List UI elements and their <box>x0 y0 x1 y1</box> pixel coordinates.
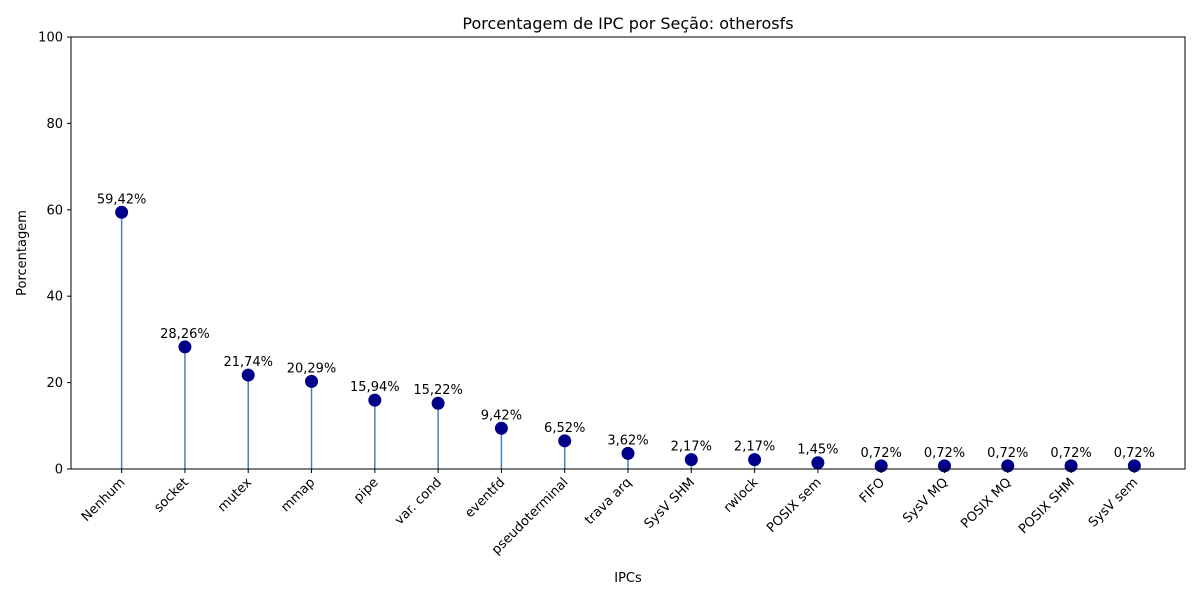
stems-layer <box>120 212 1136 469</box>
x-tick-label: pipe <box>351 475 381 505</box>
y-axis-title: Porcentagem <box>15 210 30 296</box>
lollipop-marker <box>178 340 192 354</box>
value-label: 28,26% <box>160 327 210 342</box>
x-tick-label: POSIX MQ <box>958 475 1014 531</box>
value-label: 20,29% <box>287 361 337 376</box>
y-axis: 0 20 40 60 80 100 <box>38 31 71 478</box>
x-tick-label: Nenhum <box>79 475 129 525</box>
lollipop-marker <box>684 453 698 467</box>
x-tick-label: rwlock <box>721 475 762 516</box>
y-tick-label: 40 <box>46 290 63 305</box>
y-tick-label: 20 <box>46 376 63 391</box>
lollipop-marker <box>494 421 508 435</box>
x-tick-label: POSIX SHM <box>1016 475 1078 537</box>
value-label: 0,72% <box>861 446 902 461</box>
lollipop-marker <box>431 396 445 410</box>
value-label: 2,17% <box>734 440 775 455</box>
lollipop-marker <box>748 453 762 467</box>
lollipop-marker <box>621 446 635 460</box>
value-label: 3,62% <box>607 433 648 448</box>
value-label: 0,72% <box>924 446 965 461</box>
value-label: 15,94% <box>350 380 400 395</box>
value-label: 0,72% <box>987 446 1028 461</box>
x-tick-label: socket <box>151 475 191 515</box>
value-label: 0,72% <box>1050 446 1091 461</box>
x-tick-label: var. cond <box>392 475 445 528</box>
lollipop-marker <box>811 456 825 470</box>
value-label: 15,22% <box>413 383 463 398</box>
value-label: 21,74% <box>223 355 273 370</box>
value-label: 0,72% <box>1114 446 1155 461</box>
x-axis: Nenhum socket mutex mmap pipe var. cond eventf… <box>79 469 1141 558</box>
lollipop-marker <box>368 393 382 407</box>
y-tick-label: 0 <box>55 463 63 478</box>
lollipop-marker <box>305 374 319 388</box>
y-tick-label: 100 <box>38 31 63 46</box>
y-tick-label: 80 <box>46 117 63 132</box>
x-tick-label: FIFO <box>857 475 888 506</box>
value-label: 6,52% <box>544 421 585 436</box>
value-label: 2,17% <box>671 440 712 455</box>
value-label: 59,42% <box>97 192 147 207</box>
x-tick-label: SysV SHM <box>642 475 699 532</box>
lollipop-marker <box>241 368 255 382</box>
chart-title: Porcentagem de IPC por Seção: otherosfs <box>462 14 793 33</box>
value-label: 9,42% <box>481 408 522 423</box>
x-tick-label: mutex <box>215 475 255 515</box>
x-axis-title: IPCs <box>614 571 642 586</box>
x-tick-label: mmap <box>278 475 318 515</box>
x-tick-label: POSIX sem <box>764 475 825 536</box>
data-labels-layer: 59,42% 28,26% 21,74% 20,29% 15,94% 15,22% 9,42… <box>97 192 1155 461</box>
x-tick-label: SysV sem <box>1086 475 1141 530</box>
x-tick-label: trava arq <box>582 475 635 528</box>
lollipop-marker <box>558 434 572 448</box>
value-label: 1,45% <box>797 443 838 458</box>
x-tick-label: SysV MQ <box>900 475 951 526</box>
y-tick-label: 60 <box>46 203 63 218</box>
lollipop-marker <box>115 205 129 219</box>
x-tick-label: eventfd <box>462 475 508 521</box>
plot-frame <box>70 36 1186 470</box>
